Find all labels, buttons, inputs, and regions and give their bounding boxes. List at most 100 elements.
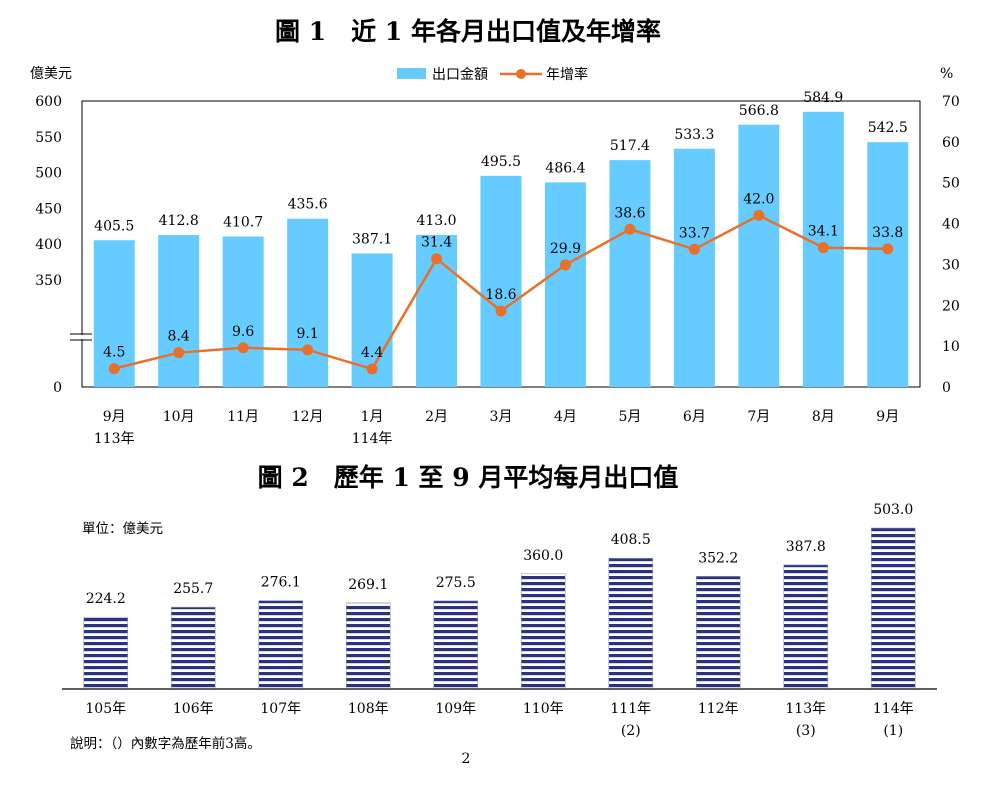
export-value-label: 542.5 xyxy=(868,120,908,136)
export-bar xyxy=(222,236,264,387)
x-month-label: 6月 xyxy=(683,409,706,425)
yoy-growth-point xyxy=(559,259,571,271)
yoy-growth-point xyxy=(882,243,894,255)
chart2-note: 說明：（）內數字為歷年前3高。 xyxy=(70,735,261,752)
x-year-label: 113年 xyxy=(94,431,135,447)
x-year-label: 114年 xyxy=(873,701,914,717)
annual-average-bar xyxy=(258,600,304,690)
yoy-growth-label: 4.4 xyxy=(361,345,383,361)
yoy-growth-point xyxy=(688,243,700,255)
x-month-label: 8月 xyxy=(812,409,835,425)
yoy-growth-point xyxy=(108,363,120,375)
x-rank-label: (2) xyxy=(621,723,641,739)
x-month-label: 7月 xyxy=(747,409,770,425)
chart2-unit-label: 單位：億美元 xyxy=(82,521,163,537)
yoy-growth-label: 18.6 xyxy=(485,287,516,303)
export-value-label: 495.5 xyxy=(481,154,521,170)
chart1-legend: 出口金額 年增率 xyxy=(397,66,588,83)
chart2-title: 圖 2 歷年 1 至 9 月平均每月出口值 xyxy=(258,463,679,492)
yoy-growth-point xyxy=(753,209,765,221)
x-month-label: 11月 xyxy=(227,409,259,425)
x-year-label: 113年 xyxy=(785,701,826,717)
y-left-tick: 500 xyxy=(35,166,62,182)
x-month-label: 4月 xyxy=(554,409,577,425)
x-month-label: 1月 xyxy=(361,409,384,425)
yoy-growth-label: 31.4 xyxy=(421,235,452,251)
x-month-label: 9月 xyxy=(876,409,899,425)
yoy-growth-label: 9.1 xyxy=(296,326,318,342)
export-value-label: 405.5 xyxy=(94,218,134,234)
export-value-label: 387.1 xyxy=(352,231,392,247)
chart1-title: 圖 1 近 1 年各月出口值及年增率 xyxy=(275,17,661,46)
x-month-label: 12月 xyxy=(292,409,324,425)
export-value-label: 533.3 xyxy=(674,127,714,143)
export-bar xyxy=(544,182,586,387)
export-value-label: 410.7 xyxy=(223,215,263,231)
yoy-growth-point xyxy=(495,305,507,317)
y-left-tick: 550 xyxy=(35,130,62,146)
y-right-tick: 10 xyxy=(942,339,960,355)
annual-average-bar xyxy=(608,557,654,690)
export-bar xyxy=(867,142,909,387)
annual-average-bar xyxy=(433,600,479,690)
annual-average-label: 269.1 xyxy=(348,577,388,593)
yoy-growth-point xyxy=(431,253,443,265)
export-bar xyxy=(158,235,200,387)
annual-average-label: 224.2 xyxy=(86,591,126,607)
export-value-label: 435.6 xyxy=(288,197,328,213)
annual-average-label: 503.0 xyxy=(873,502,913,518)
yoy-growth-point xyxy=(366,363,378,375)
yoy-growth-label: 29.9 xyxy=(550,241,581,257)
export-bar xyxy=(738,124,780,387)
y-right-tick: 40 xyxy=(942,217,960,233)
yoy-growth-point xyxy=(302,344,314,356)
yoy-growth-label: 42.0 xyxy=(743,191,774,207)
export-value-label: 517.4 xyxy=(610,138,650,154)
export-value-label: 486.4 xyxy=(545,160,585,176)
x-year-label: 106年 xyxy=(173,701,214,717)
annual-average-bar xyxy=(345,602,391,690)
export-bar xyxy=(609,160,651,387)
y-right-tick: 30 xyxy=(942,257,960,273)
yoy-growth-label: 33.7 xyxy=(679,225,710,241)
x-year-label: 109年 xyxy=(435,701,476,717)
annual-average-label: 360.0 xyxy=(523,548,563,564)
y-left-tick: 450 xyxy=(35,201,62,217)
axis-break-marker xyxy=(70,333,92,341)
annual-average-label: 387.8 xyxy=(786,539,826,555)
yoy-growth-label: 38.6 xyxy=(614,205,645,221)
chart2-annual-average: 圖 2 歷年 1 至 9 月平均每月出口值 單位：億美元 224.2 255.7 2… xyxy=(62,463,937,752)
yoy-growth-point xyxy=(237,342,249,354)
x-rank-label: (3) xyxy=(796,723,816,739)
yoy-growth-label: 34.1 xyxy=(808,224,839,240)
x-year-label: 112年 xyxy=(698,701,739,717)
yoy-growth-label: 33.8 xyxy=(872,225,903,241)
yoy-growth-point xyxy=(173,347,185,359)
annual-average-bar xyxy=(695,575,741,690)
annual-average-label: 276.1 xyxy=(261,575,301,591)
x-year-label: 110年 xyxy=(523,701,564,717)
x-year-label: 107年 xyxy=(260,701,301,717)
annual-average-bar xyxy=(520,573,566,690)
y-right-tick: 50 xyxy=(942,176,960,192)
export-value-label: 584.9 xyxy=(803,90,843,106)
annual-average-bar xyxy=(83,616,129,690)
legend-bar-label: 出口金額 xyxy=(432,67,488,83)
y-left-tick: 350 xyxy=(35,273,62,289)
export-value-label: 413.0 xyxy=(416,213,456,229)
export-bar xyxy=(480,175,522,387)
y-left-tick: 400 xyxy=(35,237,62,253)
export-bar xyxy=(673,148,715,387)
annual-average-label: 408.5 xyxy=(611,532,651,548)
annual-average-label: 275.5 xyxy=(436,575,476,591)
y-right-tick: 70 xyxy=(942,94,960,110)
yoy-growth-label: 4.5 xyxy=(103,345,125,361)
y-left-tick: 0 xyxy=(53,380,62,396)
yoy-growth-point xyxy=(817,242,829,254)
x-year-label: 114年 xyxy=(352,431,393,447)
legend-line-label: 年增率 xyxy=(546,66,588,83)
annual-average-label: 352.2 xyxy=(698,550,738,566)
page-number: 2 xyxy=(462,751,471,767)
